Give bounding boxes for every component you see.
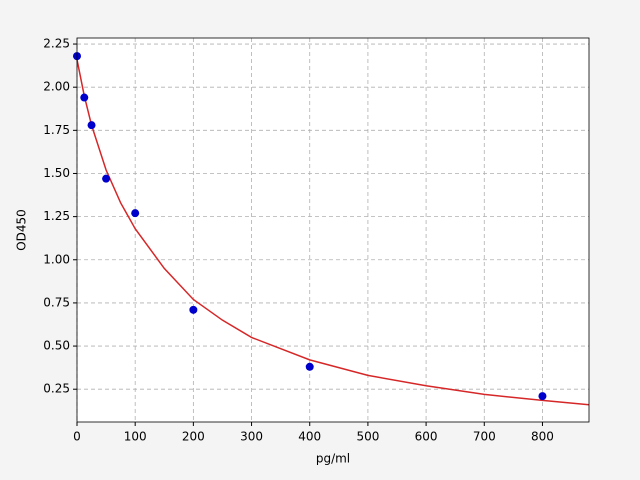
y-tick-label: 0.25 xyxy=(43,382,70,396)
x-tick-label: 600 xyxy=(415,430,438,444)
y-tick-label: 2.25 xyxy=(43,37,70,51)
y-tick-label: 1.25 xyxy=(43,209,70,223)
y-tick-label: 1.00 xyxy=(43,252,70,266)
data-point xyxy=(189,305,198,314)
x-tick-label: 300 xyxy=(240,430,263,444)
data-point xyxy=(131,209,140,218)
x-tick-label: 700 xyxy=(473,430,496,444)
data-point xyxy=(87,121,96,130)
y-tick-label: 0.75 xyxy=(43,295,70,309)
y-tick-label: 0.50 xyxy=(43,339,70,353)
x-tick-label: 400 xyxy=(298,430,321,444)
data-point xyxy=(538,392,547,401)
data-point xyxy=(102,174,111,183)
x-tick-label: 200 xyxy=(182,430,205,444)
y-tick-label: 1.50 xyxy=(43,166,70,180)
plot-frame xyxy=(76,37,590,423)
x-tick-label: 100 xyxy=(124,430,147,444)
fit-curve xyxy=(76,59,590,406)
x-axis-label: pg/ml xyxy=(316,452,350,466)
x-tick-label: 0 xyxy=(73,430,81,444)
y-tick-label: 2.00 xyxy=(43,80,70,94)
plot-area xyxy=(77,38,589,422)
data-point xyxy=(80,93,89,102)
y-axis-label: OD450 xyxy=(15,209,29,251)
x-tick-label: 500 xyxy=(356,430,379,444)
x-tick-label: 800 xyxy=(531,430,554,444)
data-point xyxy=(305,362,314,371)
y-tick-label: 1.75 xyxy=(43,123,70,137)
